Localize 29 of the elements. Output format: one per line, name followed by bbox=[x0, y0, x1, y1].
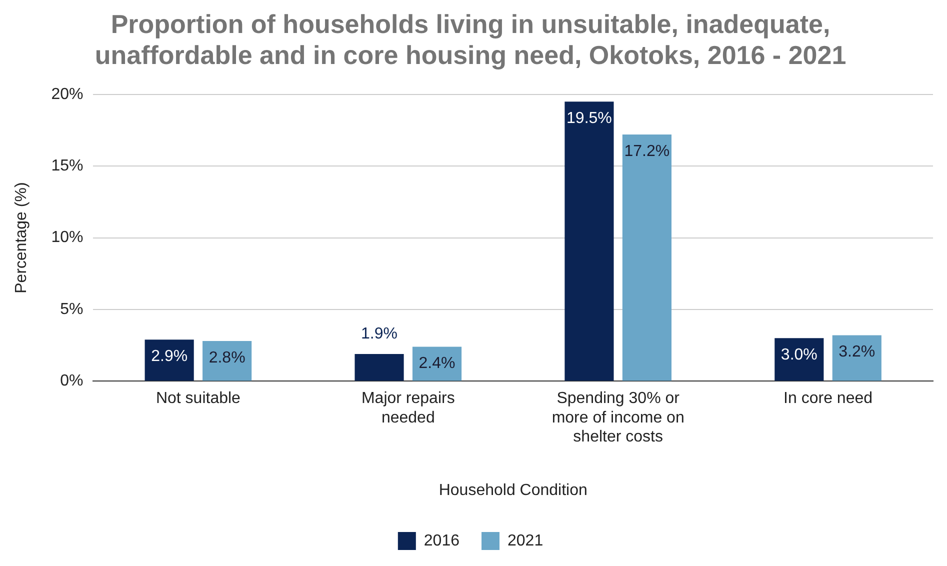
bar bbox=[774, 338, 824, 381]
data-label: 2.4% bbox=[418, 355, 456, 372]
x-tick-label: Spending 30% or more of income on shelter costs bbox=[552, 390, 684, 446]
bar bbox=[564, 102, 614, 381]
bar bbox=[622, 134, 672, 381]
legend-label: 2016 bbox=[424, 532, 460, 550]
data-label: 3.0% bbox=[780, 346, 818, 364]
bar bbox=[202, 341, 252, 381]
bar bbox=[144, 340, 194, 381]
y-tick-label: 0% bbox=[60, 372, 84, 390]
y-axis-title: Percentage (%) bbox=[13, 182, 30, 294]
x-tick-label: Major repairs needed bbox=[361, 390, 455, 426]
legend-label: 2021 bbox=[508, 532, 544, 550]
data-label: 2.9% bbox=[151, 348, 188, 366]
x-axis-title: Household Condition bbox=[438, 482, 588, 499]
data-label: 3.2% bbox=[838, 344, 876, 361]
x-tick-label: Not suitable bbox=[156, 390, 241, 408]
bar bbox=[354, 354, 404, 381]
y-tick-label: 15% bbox=[51, 158, 84, 175]
y-tick-label: 20% bbox=[51, 86, 84, 103]
y-tick-label: 5% bbox=[60, 300, 84, 318]
data-label: 2.8% bbox=[208, 349, 246, 366]
y-tick-label: 10% bbox=[51, 229, 84, 246]
data-label: 19.5% bbox=[566, 110, 612, 127]
data-label: 1.9% bbox=[361, 325, 398, 342]
bar bbox=[832, 335, 882, 381]
x-tick-label: In core need bbox=[784, 390, 873, 408]
data-label: 17.2% bbox=[624, 142, 670, 160]
chart-title: Proportion of households living in unsuitable, inadequate, unaffordable and in core housing need, Okotoks, 2016 - 2021 bbox=[94, 8, 846, 70]
